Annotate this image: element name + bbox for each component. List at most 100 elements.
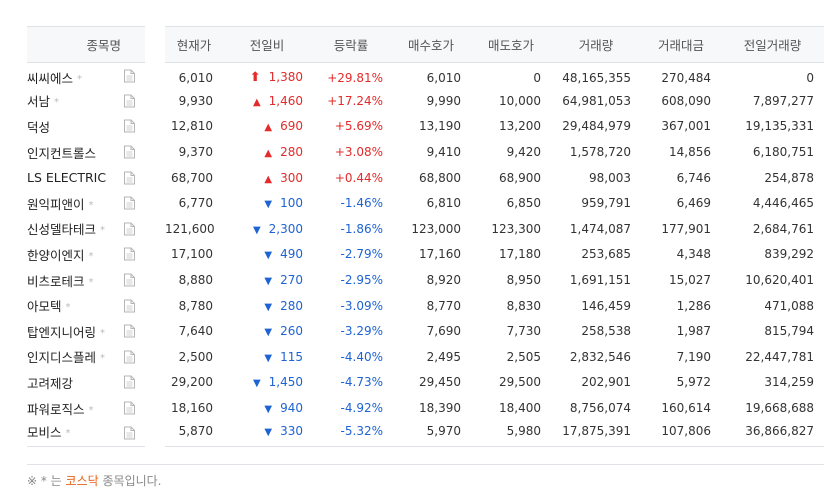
footnote-prefix: ※ * 는 xyxy=(27,474,66,488)
kosdaq-mark: * xyxy=(65,427,71,439)
col-header-price: 현재가 xyxy=(165,26,223,63)
stock-name-link[interactable]: 인지디스플레 xyxy=(27,350,97,366)
volume-cell: 64,981,053 xyxy=(562,93,631,108)
rate-cell: -2.95% xyxy=(340,273,383,288)
prev-volume-cell: 314,259 xyxy=(764,375,814,390)
bid-cell: 9,410 xyxy=(426,145,461,160)
volume-cell: 202,901 xyxy=(581,375,631,390)
stock-name-cell: 한양이엔지 * xyxy=(27,242,145,268)
stock-name-link[interactable]: LS ELECTRIC xyxy=(27,170,107,186)
stock-name-cell: 인지컨트롤스 xyxy=(27,139,145,165)
down-triangle-icon: ▼ xyxy=(252,224,261,236)
stock-name-link[interactable]: 고려제강 xyxy=(27,375,74,391)
change-cell: ▲ 1,460 xyxy=(223,88,311,114)
change-value: 330 xyxy=(280,424,303,439)
table-row: LS ELECTRIC 68,700 ▲ 300 +0.44% 68,800 68,900 9… xyxy=(27,165,824,191)
amount-cell: 1,987 xyxy=(676,324,711,339)
document-icon[interactable] xyxy=(124,145,135,159)
price-cell: 121,600 xyxy=(165,221,215,236)
kosdaq-mark: * xyxy=(100,327,106,339)
kosdaq-mark: * xyxy=(100,225,106,237)
price-cell: 12,810 xyxy=(171,119,213,134)
ask-cell: 18,400 xyxy=(499,401,541,416)
change-cell: ▼ 280 xyxy=(223,293,311,319)
stock-name-link[interactable]: 파워로직스 xyxy=(27,401,85,417)
price-cell: 6,770 xyxy=(178,196,213,211)
ask-cell: 29,500 xyxy=(499,375,541,390)
stock-table-body: 씨씨에스 * 6,010 ⬆ 1,380 +29.81% 6,010 0 48,165,355 2… xyxy=(27,63,824,447)
document-icon[interactable] xyxy=(124,401,135,415)
amount-cell: 367,001 xyxy=(661,119,711,134)
price-cell: 7,640 xyxy=(178,324,213,339)
stock-table: 종목명 현재가 전일비 등락률 매수호가 매도호가 거래량 거래대금 전일거래량… xyxy=(27,26,824,447)
document-icon[interactable] xyxy=(124,247,135,261)
stock-name-cell: 탑엔지니어링 * xyxy=(27,318,145,344)
document-icon[interactable] xyxy=(124,196,135,210)
stock-name-link[interactable]: 탑엔지니어링 xyxy=(27,324,97,340)
change-value: 260 xyxy=(280,324,303,339)
document-icon[interactable] xyxy=(124,273,135,287)
volume-cell: 146,459 xyxy=(581,298,631,313)
kosdaq-mark: * xyxy=(88,250,94,262)
prev-volume-cell: 7,897,277 xyxy=(752,93,814,108)
amount-cell: 4,348 xyxy=(676,247,711,262)
table-row: 덕성 12,810 ▲ 690 +5.69% 13,190 13,200 29,484,979… xyxy=(27,114,824,140)
change-value: 100 xyxy=(280,196,303,211)
col-header-change: 전일비 xyxy=(223,26,311,63)
document-icon[interactable] xyxy=(124,299,135,313)
stock-name-link[interactable]: 원익피앤이 xyxy=(27,196,85,212)
stock-name-link[interactable]: 서남 xyxy=(27,94,51,110)
document-icon[interactable] xyxy=(124,171,135,185)
up-triangle-icon: ▲ xyxy=(264,122,273,134)
stock-name-link[interactable]: 덕성 xyxy=(27,119,51,135)
prev-volume-cell: 839,292 xyxy=(764,247,814,262)
down-triangle-icon: ▼ xyxy=(264,276,273,288)
change-value: 490 xyxy=(280,247,303,262)
table-row: 원익피앤이 * 6,770 ▼ 100 -1.46% 6,810 6,850 959,791 6,… xyxy=(27,190,824,216)
bid-cell: 6,810 xyxy=(426,196,461,211)
amount-cell: 7,190 xyxy=(676,349,711,364)
price-cell: 29,200 xyxy=(171,375,213,390)
bid-cell: 8,920 xyxy=(426,273,461,288)
price-cell: 9,370 xyxy=(178,145,213,160)
stock-name-link[interactable]: 아모텍 xyxy=(27,299,62,315)
amount-cell: 608,090 xyxy=(661,93,711,108)
rate-cell: -2.79% xyxy=(340,247,383,262)
down-triangle-icon: ▼ xyxy=(264,327,273,339)
volume-cell: 253,685 xyxy=(581,247,631,262)
rate-cell: -1.46% xyxy=(340,196,383,211)
ask-cell: 13,200 xyxy=(499,119,541,134)
stock-name-link[interactable]: 한양이엔지 xyxy=(27,247,85,263)
up-triangle-icon: ▲ xyxy=(264,173,273,185)
document-icon[interactable] xyxy=(124,375,135,389)
stock-name-cell: 원익피앤이 * xyxy=(27,190,145,216)
kosdaq-mark: * xyxy=(88,404,94,416)
stock-name-link[interactable]: 모비스 xyxy=(27,424,62,440)
ask-cell: 5,980 xyxy=(471,420,551,447)
document-icon[interactable] xyxy=(124,324,135,338)
amount-cell: 15,027 xyxy=(669,273,711,288)
table-row: 탑엔지니어링 * 7,640 ▼ 260 -3.29% 7,690 7,730 258,538 1… xyxy=(27,318,824,344)
kosdaq-mark: * xyxy=(65,302,71,314)
change-cell: ▼ 940 xyxy=(223,395,311,421)
stock-name-link[interactable]: 인지컨트롤스 xyxy=(27,145,97,161)
prev-volume-cell: 254,878 xyxy=(764,170,814,185)
change-cell: ▼ 270 xyxy=(223,267,311,293)
change-value: 2,300 xyxy=(268,221,303,236)
document-icon[interactable] xyxy=(124,222,135,236)
stock-name-link[interactable]: 비츠로테크 xyxy=(27,273,85,289)
stock-name-link[interactable]: 씨씨에스 xyxy=(27,71,74,87)
amount-cell: 5,972 xyxy=(676,375,711,390)
price-cell: 9,930 xyxy=(178,93,213,108)
ask-cell: 8,830 xyxy=(506,298,541,313)
document-icon[interactable] xyxy=(124,350,135,364)
stock-name-link[interactable]: 신성델타테크 xyxy=(27,222,97,238)
document-icon[interactable] xyxy=(124,69,135,83)
document-icon[interactable] xyxy=(124,94,135,108)
document-icon[interactable] xyxy=(124,426,135,440)
volume-cell: 258,538 xyxy=(581,324,631,339)
document-icon[interactable] xyxy=(124,119,135,133)
bid-cell: 123,000 xyxy=(411,221,461,236)
change-value: 300 xyxy=(280,170,303,185)
